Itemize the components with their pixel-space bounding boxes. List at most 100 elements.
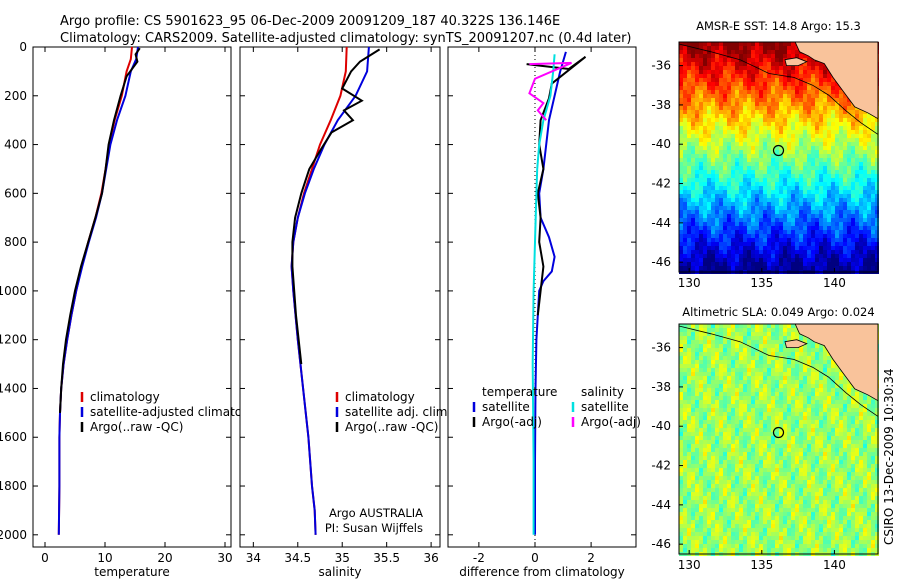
map-cell [763, 162, 767, 166]
map-cell [695, 198, 699, 202]
map-cell [707, 384, 711, 388]
map-cell [827, 142, 831, 146]
map-cell [691, 130, 695, 134]
map-cell [735, 392, 739, 396]
map-cell [687, 396, 691, 400]
map-cell [779, 198, 783, 202]
map-cell [791, 186, 795, 190]
map-cell [723, 234, 727, 238]
map-cell [703, 146, 707, 150]
map-cell [723, 380, 727, 384]
map-cell [767, 202, 771, 206]
map-cell [699, 122, 703, 126]
map-cell [739, 428, 743, 432]
map-cell [763, 384, 767, 388]
map-cell [739, 336, 743, 340]
map-cell [691, 456, 695, 460]
map-cell [771, 376, 775, 380]
map-cell [839, 242, 843, 246]
map-cell [751, 126, 755, 130]
map-cell [815, 82, 819, 86]
map-cell [691, 440, 695, 444]
map-cell [863, 412, 867, 416]
map-cell [699, 242, 703, 246]
map-cell [763, 182, 767, 186]
map-cell [751, 154, 755, 158]
map-cell [823, 254, 827, 258]
map-cell [839, 126, 843, 130]
map-cell [759, 138, 763, 142]
map-cell [739, 162, 743, 166]
map-cell [811, 242, 815, 246]
map-cell [819, 74, 823, 78]
map-cell [707, 214, 711, 218]
map-cell [707, 94, 711, 98]
map-cell [751, 444, 755, 448]
map-cell [763, 138, 767, 142]
map-cell [819, 118, 823, 122]
map-cell [851, 154, 855, 158]
map-cell [815, 238, 819, 242]
map-cell [691, 444, 695, 448]
map-cell [743, 70, 747, 74]
map-cell [791, 238, 795, 242]
map-cell [839, 412, 843, 416]
map-cell [731, 464, 735, 468]
map-cell [691, 54, 695, 58]
map-cell [831, 158, 835, 162]
map-cell [731, 420, 735, 424]
y-tick-label: 1800 [0, 479, 27, 493]
map-cell [747, 340, 751, 344]
map-cell [751, 166, 755, 170]
map-cell [855, 138, 859, 142]
map-cell [787, 460, 791, 464]
map-cell [719, 82, 723, 86]
map-cell [719, 210, 723, 214]
map-cell [695, 158, 699, 162]
map-cell [831, 460, 835, 464]
map-cell [719, 202, 723, 206]
map-cell [799, 94, 803, 98]
map-cell [867, 396, 871, 400]
map-cell [767, 94, 771, 98]
map-cell [723, 194, 727, 198]
map-cell [695, 98, 699, 102]
map-cell [719, 376, 723, 380]
map-cell [783, 130, 787, 134]
map-cell [727, 468, 731, 472]
map-cell [827, 134, 831, 138]
map-cell [791, 324, 795, 328]
map-cell [827, 396, 831, 400]
map-cell [703, 436, 707, 440]
map-cell [755, 186, 759, 190]
map-cell [683, 118, 687, 122]
map-cell [795, 356, 799, 360]
map-cell [739, 344, 743, 348]
map-cell [723, 384, 727, 388]
map-cell [759, 74, 763, 78]
map-cell [831, 416, 835, 420]
map-cell [711, 210, 715, 214]
map-cell [787, 46, 791, 50]
map-cell [835, 420, 839, 424]
map-cell [763, 122, 767, 126]
map-cell [771, 210, 775, 214]
map-cell [755, 376, 759, 380]
map-cell [771, 194, 775, 198]
map-cell [711, 340, 715, 344]
map-cell [795, 174, 799, 178]
map-cell [723, 400, 727, 404]
map-cell [867, 194, 871, 198]
map-cell [731, 444, 735, 448]
map-cell [795, 98, 799, 102]
map-cell [791, 174, 795, 178]
map-cell [703, 142, 707, 146]
map-cell [815, 210, 819, 214]
map-cell [871, 448, 875, 452]
map-cell [843, 194, 847, 198]
map-cell [839, 130, 843, 134]
map-cell [799, 138, 803, 142]
map-cell [763, 428, 767, 432]
map-cell [811, 238, 815, 242]
map-cell [839, 380, 843, 384]
